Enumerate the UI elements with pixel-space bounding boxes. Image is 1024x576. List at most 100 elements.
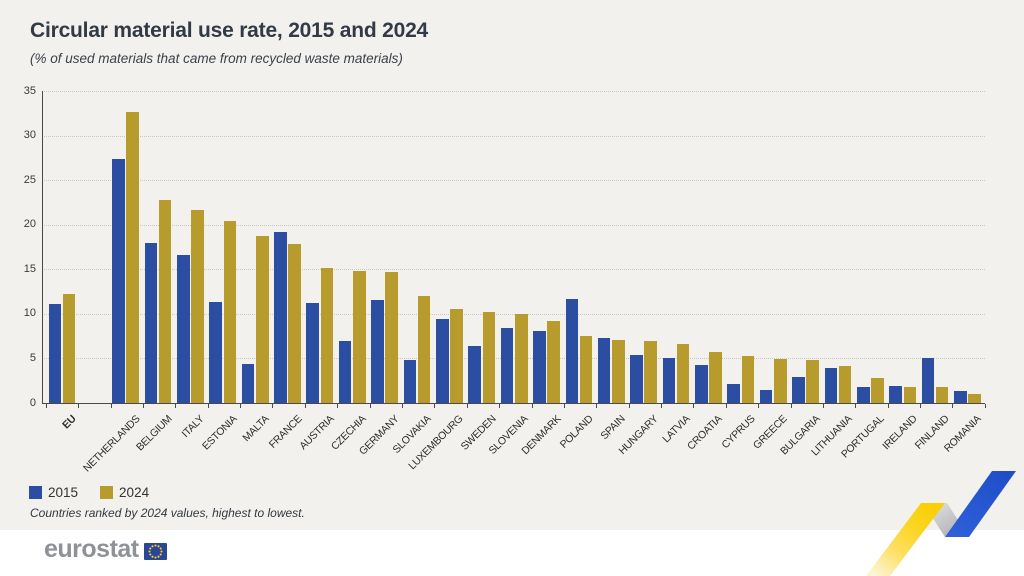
- x-axis-tick: [304, 404, 306, 408]
- bar-2024-bulgaria: [806, 360, 819, 403]
- bar-2015-lithuania: [824, 368, 838, 403]
- bar-2015-cyprus: [727, 384, 740, 403]
- bar-2015-austria: [306, 303, 320, 403]
- gridline-30: [42, 135, 985, 137]
- bar-2024-sweden: [482, 312, 496, 403]
- bar-2024-netherlands: [126, 111, 139, 403]
- bar-2024-denmark: [547, 320, 560, 403]
- legend-swatch-2024: [100, 486, 114, 499]
- x-axis-tick: [693, 404, 695, 408]
- x-axis-tick: [466, 404, 468, 408]
- bar-2024-estonia: [223, 221, 237, 403]
- gridline-25: [42, 180, 985, 182]
- bar-2015-portugal: [856, 386, 870, 403]
- bar-2024-malta: [255, 236, 269, 403]
- chart-footnote: Countries ranked by 2024 values, highest…: [30, 506, 305, 520]
- bar-2015-croatia: [695, 364, 708, 403]
- bar-2015-slovenia: [500, 328, 514, 403]
- bar-2024-greece: [774, 359, 787, 403]
- x-axis-tick: [790, 404, 792, 408]
- bar-2024-eu: [62, 294, 76, 403]
- bar-2024-italy: [191, 209, 204, 403]
- bar-2024-latvia: [676, 344, 690, 403]
- bar-2024-slovenia: [514, 313, 528, 403]
- page-title: Circular material use rate, 2015 and 202…: [30, 19, 429, 42]
- y-axis-line: [42, 91, 43, 403]
- bar-2024-ireland: [903, 386, 917, 403]
- bar-2024-slovakia: [417, 296, 431, 403]
- x-axis-tick: [984, 404, 986, 408]
- bar-2015-hungary: [630, 354, 643, 403]
- x-axis-tick: [401, 404, 403, 408]
- y-axis-tick-label: 30: [23, 129, 36, 142]
- bar-2015-ireland: [889, 386, 902, 403]
- bar-2024-luxembourg: [450, 309, 463, 403]
- bar-2024-spain: [612, 339, 625, 403]
- legend-item-2024: 2024: [100, 485, 149, 500]
- x-axis-tick: [369, 404, 371, 408]
- x-axis-tick: [240, 404, 242, 408]
- x-axis-line: [42, 403, 985, 404]
- x-axis-tick: [207, 404, 209, 408]
- bar-2015-germany: [371, 300, 384, 403]
- y-axis-tick-label: 10: [23, 307, 36, 320]
- gridline-5: [42, 358, 985, 360]
- bar-2015-czechia: [338, 341, 352, 403]
- x-axis-tick: [758, 404, 760, 408]
- bar-2015-spain: [597, 337, 611, 403]
- legend-swatch-2015: [29, 486, 42, 499]
- trend-zigzag-ribbon-icon: [866, 471, 1016, 576]
- legend-label-2015: 2015: [48, 485, 79, 500]
- bar-2015-latvia: [662, 358, 676, 403]
- gridline-35: [42, 91, 985, 92]
- x-axis-tick: [78, 404, 80, 408]
- bar-2015-sweden: [468, 345, 481, 403]
- gridline-10: [42, 313, 985, 315]
- bar-2015-italy: [176, 255, 190, 403]
- y-axis-tick-label: 35: [23, 84, 36, 97]
- x-axis-tick: [855, 404, 857, 408]
- x-axis-tick: [822, 404, 824, 408]
- bar-2015-belgium: [144, 242, 158, 403]
- eurostat-logo-text: eurostat: [44, 535, 139, 563]
- x-axis-tick: [725, 404, 727, 408]
- x-axis-tick: [596, 404, 598, 408]
- footer-bar: eurostat: [0, 530, 1024, 576]
- bar-2024-romania: [968, 394, 981, 403]
- chart-subtitle: (% of used materials that came from recy…: [30, 51, 403, 66]
- y-axis-tick-label: 15: [23, 262, 36, 275]
- legend-item-2015: 2015: [29, 485, 78, 500]
- bar-2015-romania: [954, 390, 967, 403]
- bar-2024-cyprus: [741, 355, 755, 403]
- bar-2024-france: [288, 244, 301, 403]
- bar-2024-portugal: [871, 378, 884, 403]
- bar-2015-finland: [921, 357, 935, 403]
- x-axis-tick: [142, 404, 144, 408]
- x-axis-tick: [920, 404, 922, 408]
- bar-2015-malta: [241, 363, 255, 403]
- bar-2024-croatia: [709, 352, 722, 403]
- bar-2015-greece: [759, 389, 773, 403]
- y-axis-tick-label: 20: [23, 218, 36, 231]
- x-axis-tick: [272, 404, 274, 408]
- x-axis-tick: [563, 404, 565, 408]
- x-axis-tick: [175, 404, 177, 408]
- bar-chart: 0 5 10 15 20 25 30 35 EU NETHERLANDS BELGIUM ITALY E…: [23, 84, 986, 474]
- gridline-15: [42, 269, 985, 271]
- bar-2015-netherlands: [112, 158, 125, 403]
- bar-2015-slovakia: [403, 360, 417, 403]
- y-axis-tick-label: 5: [29, 351, 36, 364]
- x-axis-tick: [499, 404, 501, 408]
- bar-2024-czechia: [353, 271, 366, 403]
- legend-label-2024: 2024: [119, 485, 150, 500]
- y-axis-tick-label: 25: [23, 173, 36, 186]
- bar-2015-bulgaria: [792, 377, 805, 403]
- bar-2015-luxembourg: [436, 319, 449, 403]
- bar-2015-denmark: [533, 330, 546, 403]
- bar-2024-poland: [579, 336, 593, 403]
- x-axis-tick: [434, 404, 436, 408]
- bar-2024-finland: [935, 386, 949, 403]
- y-axis-tick-label: 0: [29, 396, 36, 409]
- bar-2024-germany: [385, 271, 399, 403]
